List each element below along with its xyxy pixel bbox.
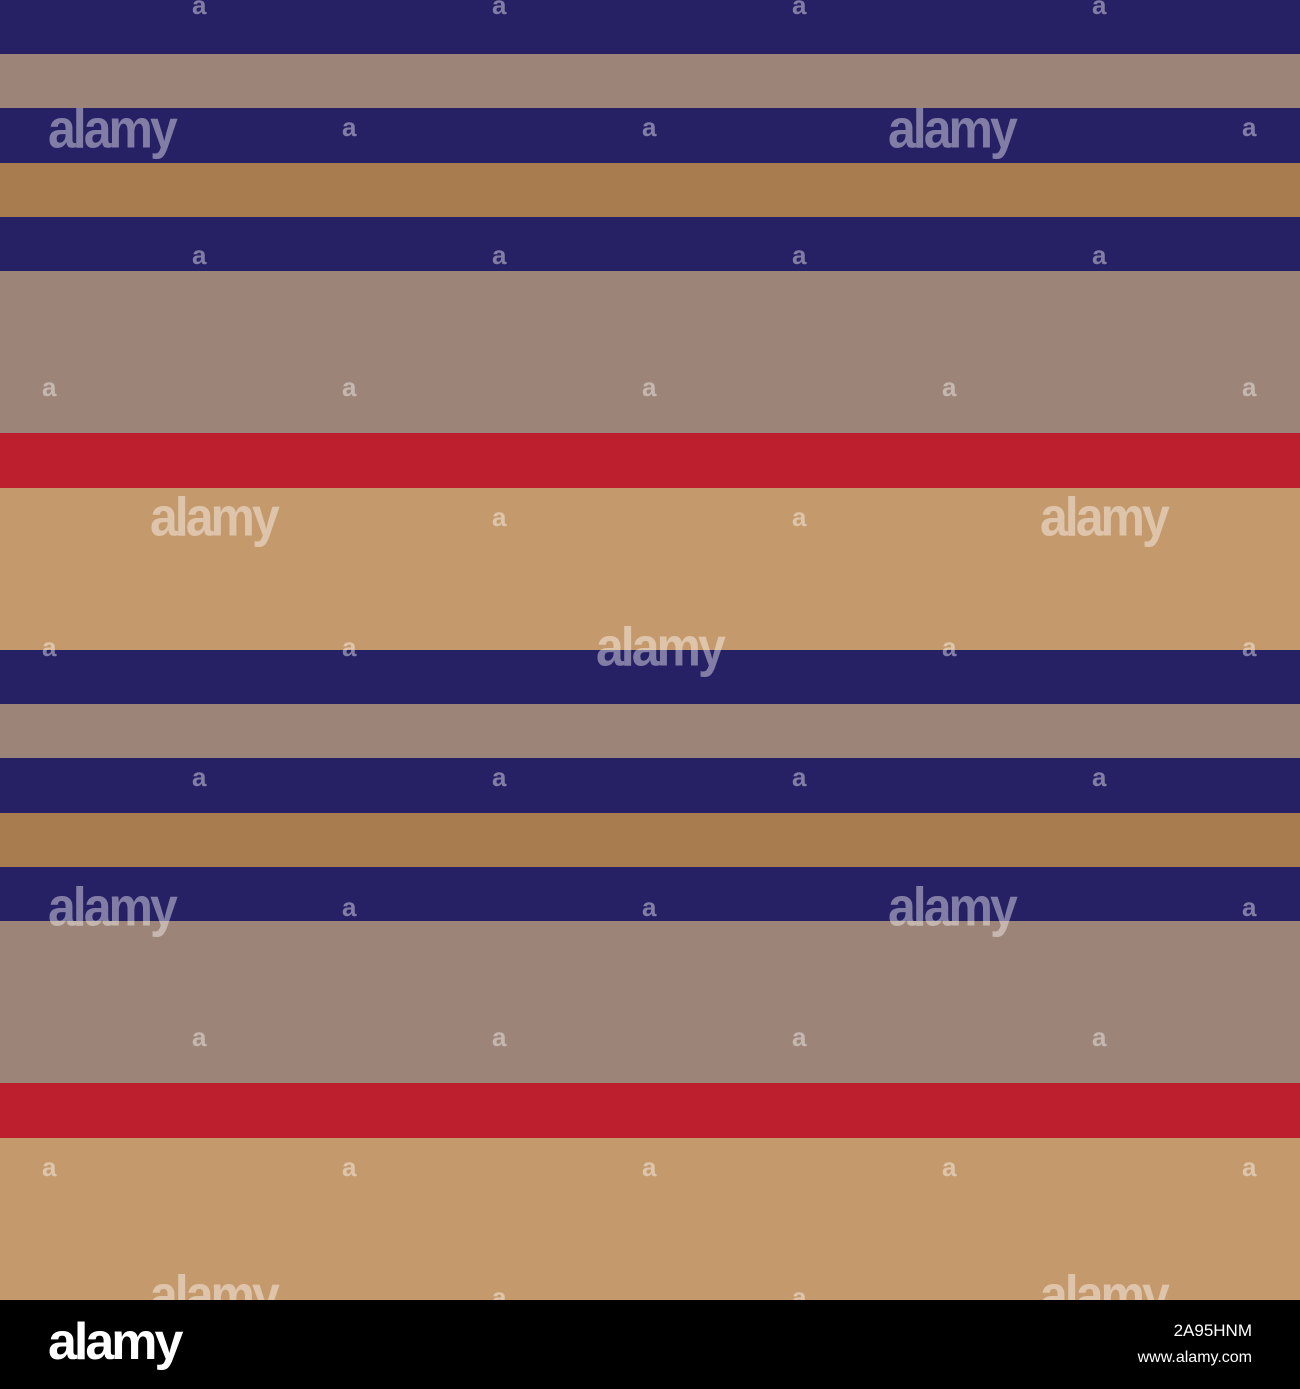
watermark-letter: a bbox=[642, 1152, 657, 1182]
watermark-letter: a bbox=[1092, 0, 1107, 20]
watermark-letter: a bbox=[492, 762, 507, 792]
stripe-tan bbox=[0, 1246, 1300, 1300]
watermark-letter: a bbox=[1092, 240, 1107, 270]
stripe-taupe bbox=[0, 975, 1300, 1029]
watermark-letter: a bbox=[642, 372, 657, 402]
stripe-red bbox=[0, 433, 1300, 488]
watermark-letter: a bbox=[792, 1022, 807, 1052]
stripe-taupe bbox=[0, 271, 1300, 325]
site-url: www.alamy.com bbox=[1137, 1349, 1252, 1366]
watermark-word: alamy bbox=[888, 98, 1018, 160]
stripe-navy bbox=[0, 108, 1300, 163]
stripe-taupe bbox=[0, 704, 1300, 758]
footer-bar: alamy 2A95HNM www.alamy.com bbox=[0, 1300, 1300, 1389]
stripe-taupe bbox=[0, 325, 1300, 379]
watermark-letter: a bbox=[1092, 1022, 1107, 1052]
watermark-letter: a bbox=[192, 762, 207, 792]
watermark-letter: a bbox=[642, 892, 657, 922]
watermark-letter: a bbox=[942, 372, 957, 402]
watermark-letter: a bbox=[792, 0, 807, 20]
watermark-letter: a bbox=[342, 892, 357, 922]
watermark-word: alamy bbox=[596, 616, 726, 678]
image-id: 2A95HNM bbox=[1173, 1321, 1252, 1340]
watermark-letter: a bbox=[192, 240, 207, 270]
watermark-word: alamy bbox=[888, 876, 1018, 938]
stripe-tan bbox=[0, 488, 1300, 542]
stripe-navy bbox=[0, 758, 1300, 813]
watermark-letter: a bbox=[1092, 762, 1107, 792]
watermark-letter: a bbox=[42, 1152, 57, 1182]
watermark-letter: a bbox=[1242, 112, 1257, 142]
watermark-letter: a bbox=[792, 762, 807, 792]
watermark-letter: a bbox=[42, 632, 57, 662]
watermark-letter: a bbox=[792, 502, 807, 532]
watermark-letter: a bbox=[192, 0, 207, 20]
watermark-word: alamy bbox=[1040, 486, 1170, 548]
watermark-word: alamy bbox=[48, 98, 178, 160]
watermark-letter: a bbox=[1242, 632, 1257, 662]
stripe-pattern: alamy alamy alamy alamy alamy alamy alamy alamy… bbox=[0, 0, 1300, 1300]
stripe-navy bbox=[0, 0, 1300, 54]
stripe-red bbox=[0, 1083, 1300, 1138]
watermark-letter: a bbox=[942, 1152, 957, 1182]
watermark-letter: a bbox=[492, 0, 507, 20]
stripe-navy bbox=[0, 650, 1300, 704]
watermark-letter: a bbox=[492, 240, 507, 270]
stripe-taupe bbox=[0, 921, 1300, 975]
alamy-logo: alamy bbox=[48, 1313, 183, 1371]
watermark-letter: a bbox=[1242, 892, 1257, 922]
stripe-tan bbox=[0, 596, 1300, 650]
stripe-tan bbox=[0, 542, 1300, 596]
stripe-navy bbox=[0, 217, 1300, 271]
stripe-taupe bbox=[0, 54, 1300, 108]
watermark-word: alamy bbox=[150, 486, 280, 548]
watermark-letter: a bbox=[42, 372, 57, 402]
stripe-navy bbox=[0, 867, 1300, 921]
watermark-letter: a bbox=[492, 502, 507, 532]
watermark-letter: a bbox=[942, 632, 957, 662]
watermark-word: alamy bbox=[150, 1264, 280, 1301]
watermark-letter: a bbox=[642, 112, 657, 142]
watermark-letter: a bbox=[492, 1022, 507, 1052]
watermark-letter: a bbox=[192, 1022, 207, 1052]
watermark-letter: a bbox=[792, 1282, 807, 1300]
stripe-tan bbox=[0, 1138, 1300, 1192]
stripe-taupe bbox=[0, 379, 1300, 433]
watermark-letter: a bbox=[342, 112, 357, 142]
watermark-word: alamy bbox=[1040, 1264, 1170, 1301]
watermark-word: alamy bbox=[48, 876, 178, 938]
watermark-letter: a bbox=[792, 240, 807, 270]
watermark-letter: a bbox=[342, 372, 357, 402]
watermark-letter: a bbox=[342, 1152, 357, 1182]
stripe-taupe bbox=[0, 1029, 1300, 1083]
stripe-ochre bbox=[0, 813, 1300, 867]
watermark-letter: a bbox=[492, 1282, 507, 1300]
stripe-tan bbox=[0, 1192, 1300, 1246]
watermark-letter: a bbox=[1242, 372, 1257, 402]
watermark-letter: a bbox=[1242, 1152, 1257, 1182]
stripe-ochre bbox=[0, 163, 1300, 217]
watermark-letter: a bbox=[342, 632, 357, 662]
